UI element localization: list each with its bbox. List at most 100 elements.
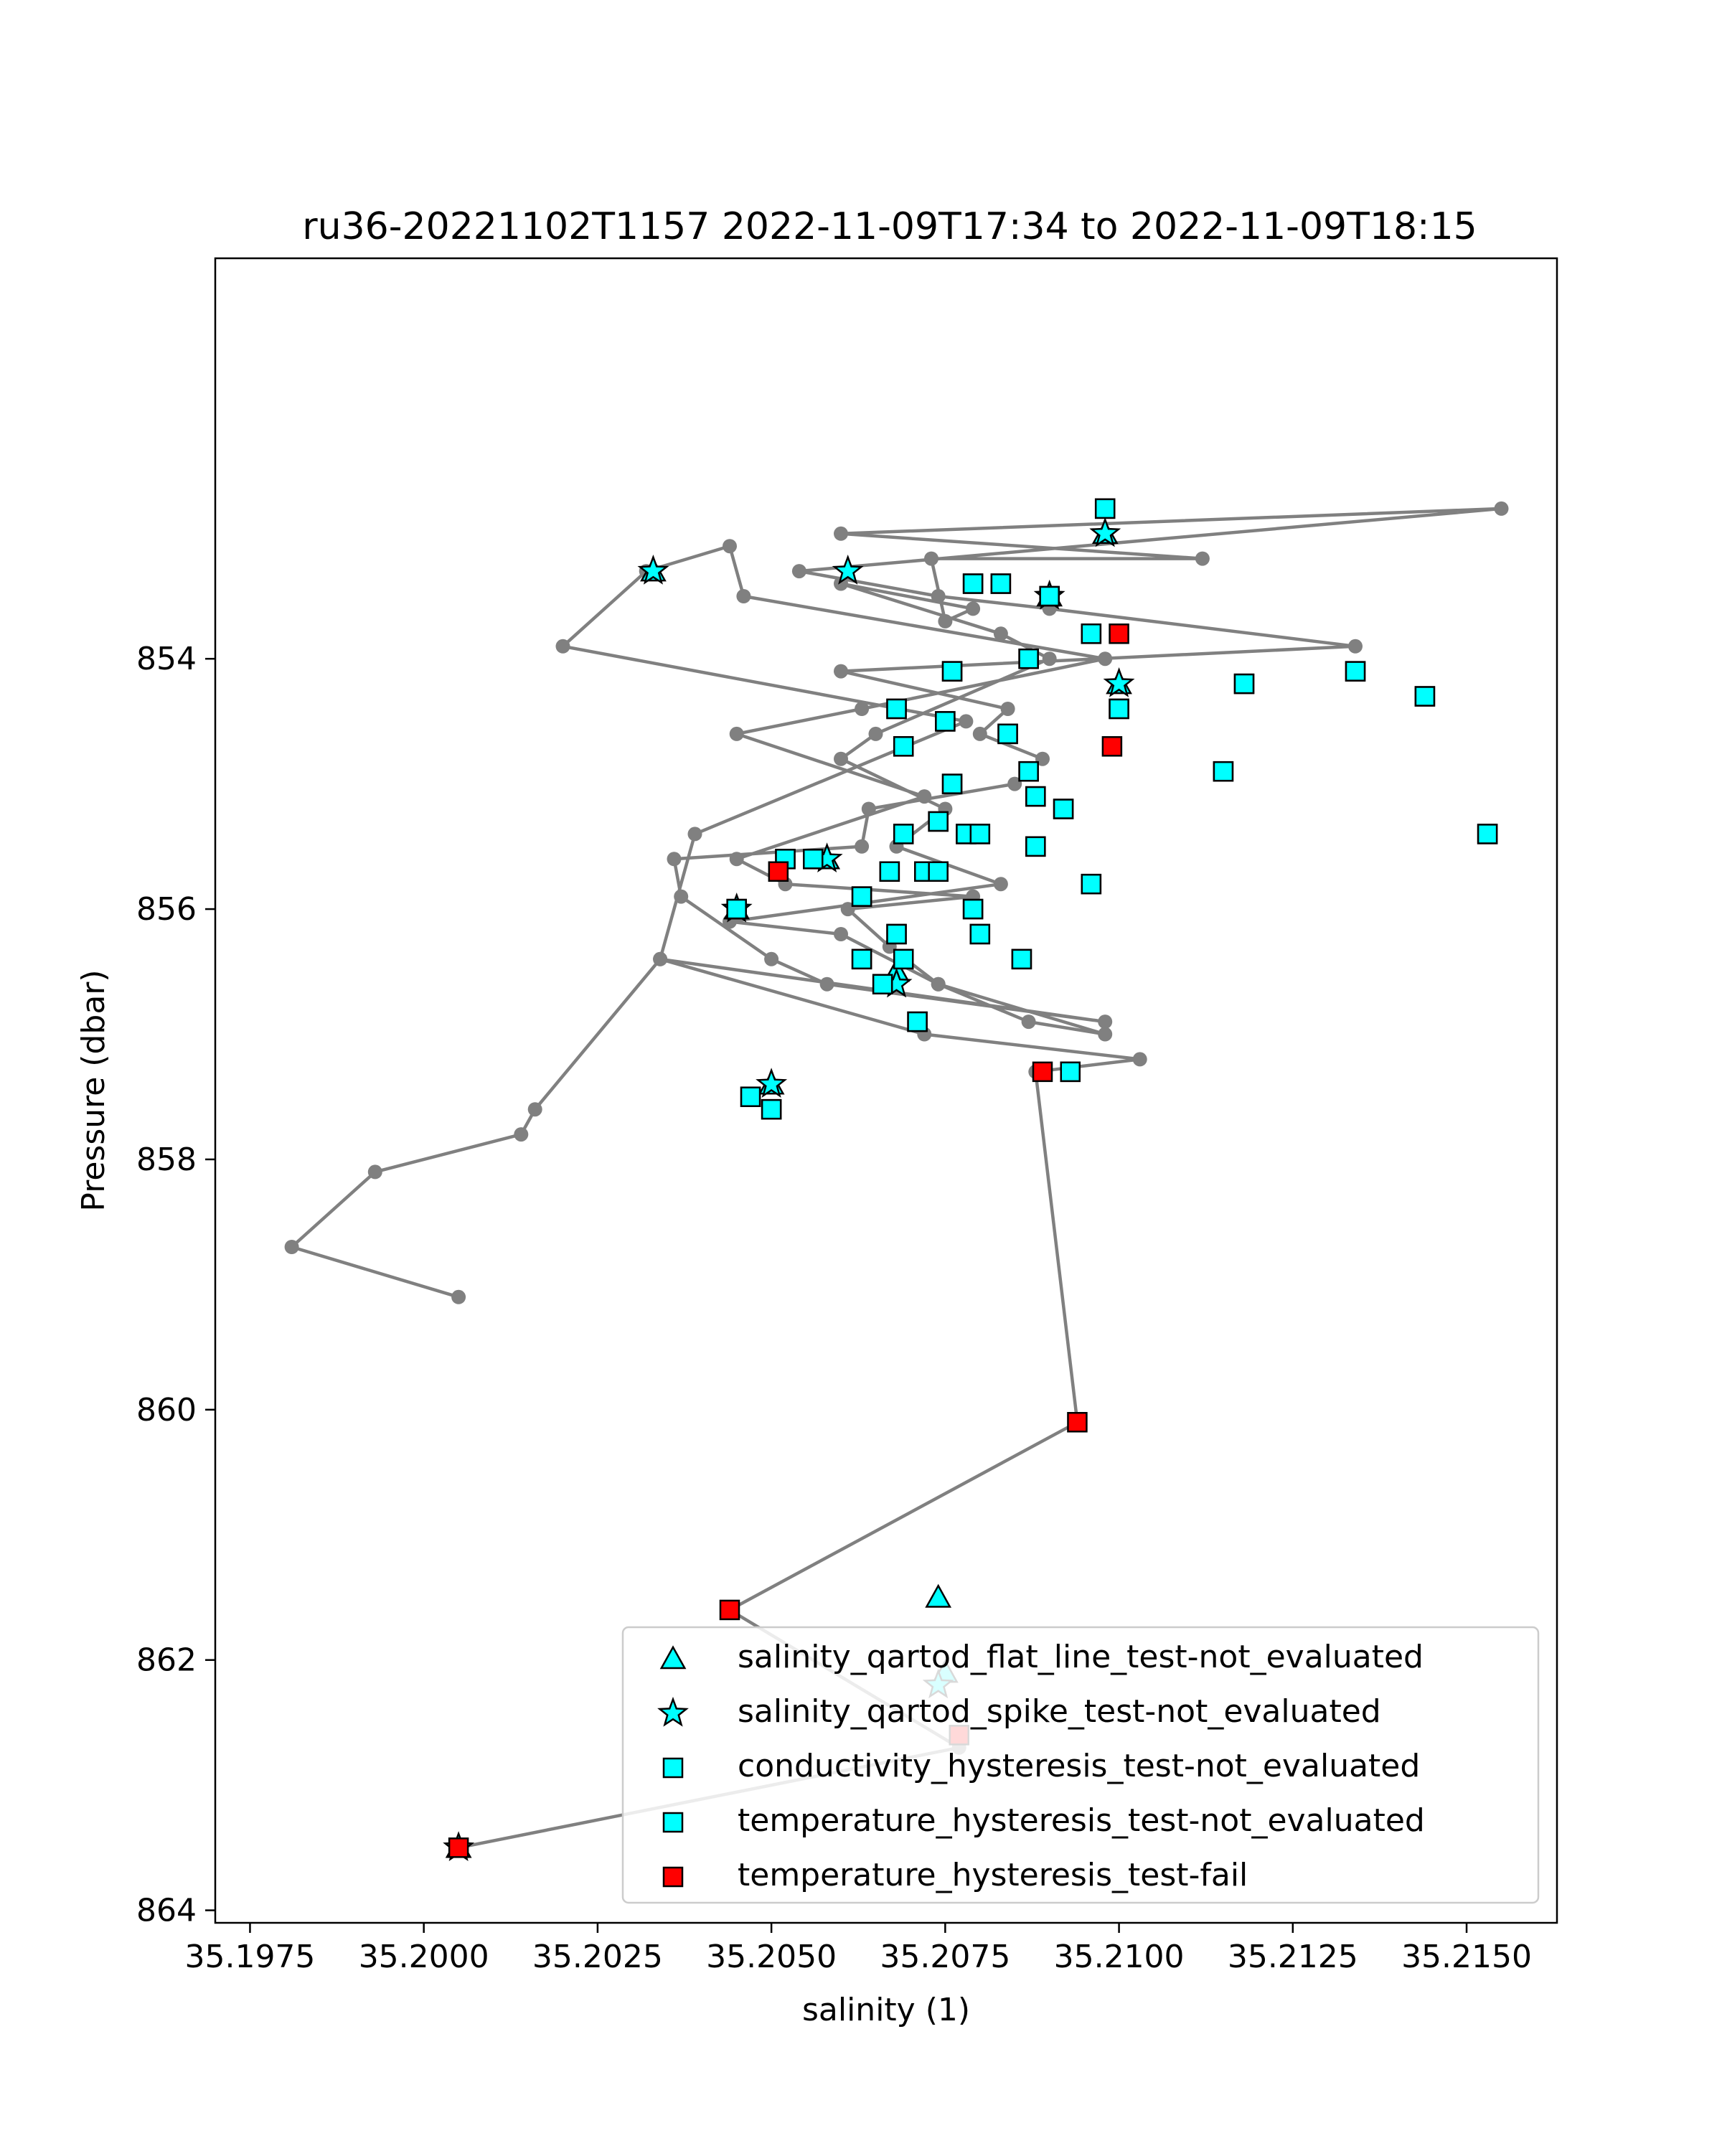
profile-point [993,877,1008,892]
legend-label: conductivity_hysteresis_test-not_evaluat… [738,1748,1420,1784]
legend-square-icon [662,1812,684,1833]
square-marker [941,661,963,682]
profile-point [840,902,855,917]
square-marker [1101,736,1123,757]
square-marker [928,811,949,832]
profile-point [1098,1015,1113,1030]
legend-triangle-icon [659,1645,687,1670]
square-marker [1233,673,1255,695]
legend-label: temperature_hysteresis_test-not_evaluate… [738,1802,1425,1839]
profile-point [834,927,848,941]
square-marker [872,974,893,994]
profile-point [819,976,834,992]
square-marker [1213,761,1234,782]
star-marker [1103,667,1135,697]
legend: salinity_qartod_flat_line_test-not_evalu… [621,1626,1540,1904]
legend-box [621,1626,1540,1904]
square-marker [1477,824,1498,844]
x-axis: 35.1975 35.2000 35.2025 35.2050 35.2075 35.21… [184,1923,1532,1975]
square-marker [1018,761,1039,782]
square-marker [1081,623,1102,644]
y-tick-label: 856 [136,891,197,928]
profile-point [1132,1052,1147,1067]
profile-point [764,951,779,966]
profile-point [367,1164,382,1180]
star-marker [756,1068,788,1098]
legend-entry: salinity_qartod_flat_line_test-not_evalu… [659,1639,1424,1675]
profile-point [729,852,744,867]
square-marker [962,898,984,920]
profile-point [1494,501,1509,516]
square-marker [879,861,900,882]
profile-point [1098,651,1113,667]
square-marker [907,1011,928,1032]
square-marker [1025,836,1046,857]
square-marker [928,861,949,882]
profile-point [855,702,870,716]
x-tick-label: 35.2000 [359,1939,489,1975]
x-tick-label: 35.1975 [184,1939,315,1975]
square-marker [1109,623,1129,644]
square-marker [1053,799,1074,819]
square-marker [768,861,789,882]
profile-point [527,1102,542,1117]
profile-point [966,601,981,616]
square-marker [997,723,1018,745]
profile-point [931,976,946,992]
profile-point [1042,651,1057,667]
y-tick-label: 860 [136,1392,197,1428]
square-marker [851,886,872,907]
legend-square-icon [662,1757,684,1779]
square-marker [886,923,907,945]
profile-point [834,664,848,679]
y-axis: 854 856 858 860 862 864 [136,641,215,1929]
profile-point [993,626,1008,641]
profile-point [861,801,876,816]
profile-point [834,526,848,541]
x-tick-label: 35.2150 [1401,1939,1532,1975]
star-marker [832,555,864,585]
legend-entry: conductivity_hysteresis_test-not_evaluat… [662,1748,1420,1784]
square-marker [803,849,824,870]
profile-point [1098,1027,1113,1042]
y-tick-label: 854 [136,641,197,677]
profile-point [729,726,744,741]
legend-label: temperature_hysteresis_test-fail [738,1857,1248,1893]
square-marker [448,1837,469,1858]
square-marker [990,573,1012,594]
square-marker [719,1599,740,1621]
y-axis-label: Pressure (dbar) [75,969,112,1211]
square-marker [1081,873,1102,895]
square-marker [851,948,872,970]
profile-point [924,551,938,566]
profile-point [868,726,883,741]
marker-layer [443,498,1498,1861]
square-marker [935,711,956,732]
square-marker [1032,1061,1053,1083]
star-marker [1089,517,1121,547]
profile-point [938,613,953,629]
profile-point [931,589,946,603]
profile-point [855,839,870,854]
profile-point [723,539,737,554]
plot-border [214,257,1558,1924]
legend-label: salinity_qartod_flat_line_test-not_evalu… [738,1639,1424,1675]
y-tick-label: 862 [136,1642,197,1679]
square-marker [740,1086,761,1107]
star-marker [637,555,669,585]
profile-point [959,714,974,729]
profile-point [514,1127,529,1142]
profile-point [451,1289,466,1304]
profile-point [1000,702,1015,716]
legend-square-icon [662,1866,684,1888]
square-marker [969,923,991,945]
profile-point [667,852,682,867]
profile-point [1035,751,1050,766]
square-marker [1011,948,1032,970]
x-tick-label: 35.2025 [532,1939,663,1975]
square-marker [969,824,991,844]
series-4 [726,498,1498,1120]
square-marker [886,698,907,720]
